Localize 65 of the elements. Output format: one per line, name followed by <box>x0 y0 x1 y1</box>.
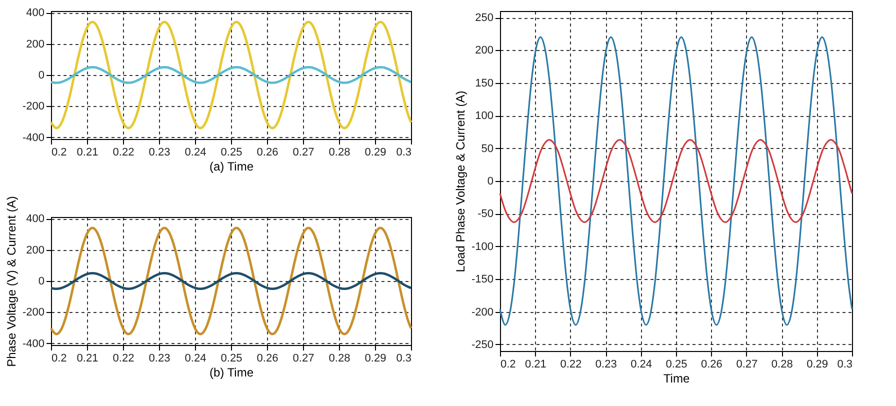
y-tick-label: 400 <box>26 213 44 226</box>
y-tick-label: -250 <box>471 338 494 351</box>
x-tick-label: 0.2 <box>500 358 516 370</box>
x-tick-label: 0.2 <box>52 352 67 364</box>
x-tick-label: 0.24 <box>630 358 652 370</box>
x-tick-label: 0.25 <box>220 352 242 364</box>
x-tick-label: 0.28 <box>328 146 350 158</box>
y-tick-label: -200 <box>471 306 494 318</box>
x-tick-label: 0.23 <box>148 146 170 158</box>
x-tick-label: 0.3 <box>396 352 412 364</box>
y-tick-label: -400 <box>22 338 44 350</box>
x-axis-title: (a) Time <box>209 160 254 174</box>
y-tick-label: 100 <box>475 110 494 122</box>
x-tick-label: 0.22 <box>112 146 134 158</box>
x-tick-label: 0.3 <box>837 358 852 370</box>
x-tick-label: 0.24 <box>184 352 206 364</box>
x-axis-title: Time <box>663 372 690 386</box>
x-tick-label: 0.26 <box>256 352 278 364</box>
x-tick-label: 0.27 <box>292 352 314 364</box>
x-tick-label: 0.29 <box>364 146 386 158</box>
line-series <box>50 226 412 336</box>
x-tick-label: 0.22 <box>112 352 134 364</box>
y-tick-label: 200 <box>26 244 44 256</box>
x-tick-label: 0.25 <box>666 358 688 370</box>
x-tick-label: 0.23 <box>595 358 617 370</box>
y-tick-label: 250 <box>475 12 494 24</box>
x-tick-label: 0.21 <box>76 146 98 158</box>
y-tick-label: 200 <box>26 38 44 50</box>
y-axis-title: Phase Voltage (V) & Current (A) <box>4 196 18 367</box>
y-tick-label: -200 <box>22 306 44 319</box>
y-tick-label: 0 <box>487 176 494 188</box>
line-series <box>50 20 412 130</box>
y-tick-label: 50 <box>481 142 494 155</box>
line-series <box>499 36 853 326</box>
y-tick-label: 0 <box>38 70 44 82</box>
y-tick-label: -100 <box>471 240 494 253</box>
x-tick-label: 0.23 <box>148 352 170 364</box>
x-tick-label: 0.24 <box>184 146 206 158</box>
line-series <box>499 139 853 223</box>
x-tick-label: 0.29 <box>364 352 386 364</box>
x-tick-label: 0.2 <box>52 146 67 158</box>
x-tick-label: 0.26 <box>256 146 278 158</box>
x-tick-label: 0.28 <box>771 358 793 370</box>
x-axis-title: (b) Time <box>209 366 254 380</box>
x-tick-label: 0.3 <box>396 146 412 158</box>
line-series <box>50 66 412 84</box>
y-tick-label: -150 <box>471 274 494 286</box>
y-tick-label: 0 <box>38 276 44 288</box>
y-tick-label: -200 <box>22 100 44 113</box>
y-tick-label: -50 <box>478 208 494 220</box>
y-axis-title: Load Phase Voltage & Current (A) <box>453 90 468 272</box>
x-tick-label: 0.29 <box>806 358 828 370</box>
x-tick-label: 0.27 <box>736 358 758 370</box>
x-tick-label: 0.25 <box>220 146 242 158</box>
y-tick-label: 400 <box>26 7 44 20</box>
y-tick-label: -400 <box>22 132 44 144</box>
y-tick-label: 200 <box>475 44 494 57</box>
x-tick-label: 0.21 <box>76 352 98 364</box>
x-tick-label: 0.26 <box>700 358 722 370</box>
line-series <box>50 272 412 290</box>
x-tick-label: 0.28 <box>328 352 350 364</box>
x-tick-label: 0.21 <box>524 358 546 370</box>
x-tick-label: 0.27 <box>292 146 314 158</box>
x-tick-label: 0.22 <box>560 358 582 370</box>
y-tick-label: 150 <box>475 77 494 90</box>
